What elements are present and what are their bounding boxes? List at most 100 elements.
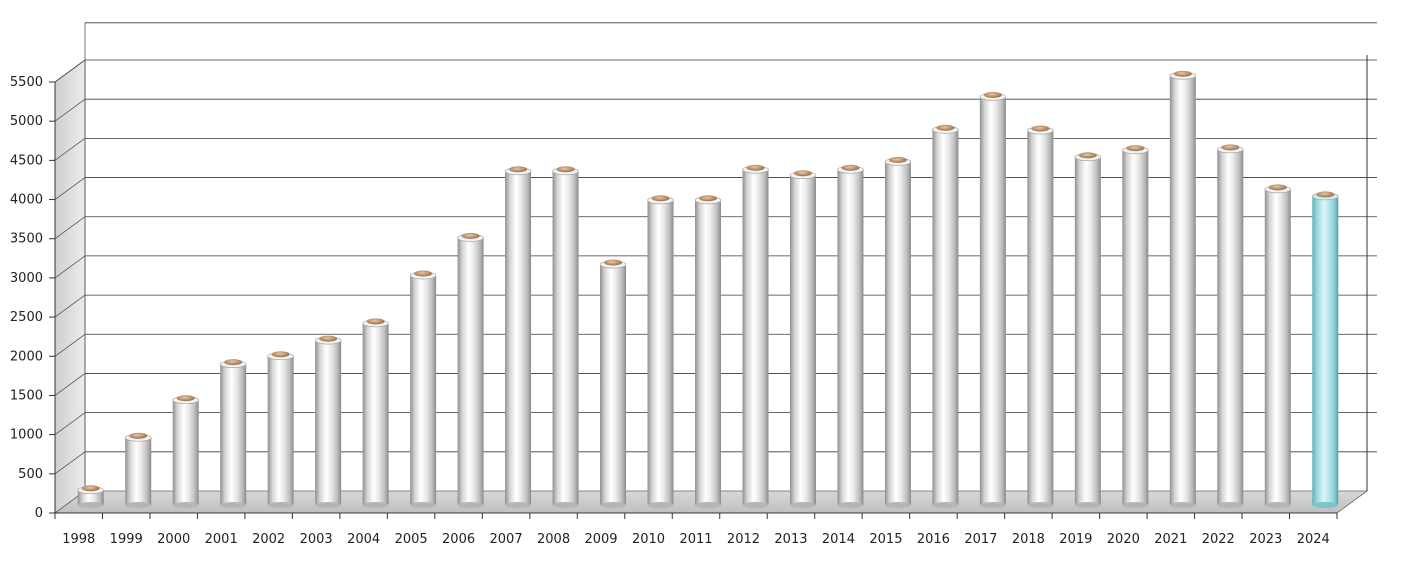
bar-base: [125, 502, 152, 508]
bar-cap: [888, 156, 907, 163]
y-tick-label: 5000: [10, 114, 43, 129]
x-tick-label: 2006: [442, 532, 475, 547]
bar: [457, 237, 484, 505]
bars: [77, 70, 1339, 508]
bar-base: [362, 502, 389, 508]
bar-cap: [509, 166, 528, 173]
bar-base: [220, 502, 247, 508]
bar: [1312, 196, 1339, 505]
x-tick-label: 2011: [679, 532, 712, 547]
bar-cap: [1031, 125, 1050, 132]
wall-gridline: [54, 294, 86, 318]
x-tick-label: 2021: [1154, 532, 1187, 547]
bar: [505, 171, 532, 505]
bar-cap: [461, 232, 480, 239]
bar-cap: [651, 195, 670, 202]
bar-base: [1169, 502, 1196, 508]
bar-cap: [1268, 184, 1287, 191]
bar: [932, 129, 959, 506]
x-tick-label: 2012: [727, 532, 760, 547]
x-tick-label: 2020: [1107, 532, 1140, 547]
x-tick-label: 2009: [584, 532, 617, 547]
x-tick-label: 2019: [1059, 532, 1092, 547]
bar-cap: [414, 270, 433, 277]
wall-gridline: [54, 412, 86, 435]
bar-cap: [699, 195, 717, 202]
bar: [1074, 157, 1101, 505]
bar-base: [1074, 502, 1101, 508]
bar: [220, 364, 247, 505]
bar-cap: [1078, 152, 1097, 159]
x-tick-label: 2015: [869, 532, 902, 547]
bar-base: [647, 502, 674, 508]
x-tick-label: 2018: [1012, 532, 1045, 547]
bar-base: [1264, 502, 1291, 508]
bar-base: [979, 502, 1006, 508]
x-tick-label: 2022: [1202, 532, 1235, 547]
y-tick-label: 2000: [10, 349, 43, 364]
x-tick-label: 2013: [774, 532, 807, 547]
bar-cap: [793, 170, 812, 177]
y-tick-label: 3500: [10, 232, 43, 247]
x-tick-label: 2023: [1249, 532, 1282, 547]
x-tick-label: 2002: [252, 532, 285, 547]
y-tick-label: 3000: [10, 271, 43, 286]
y-tick-label: 1000: [10, 428, 43, 443]
bar-base: [837, 502, 864, 508]
x-tick-label: 2014: [822, 532, 855, 547]
bar: [362, 323, 389, 505]
bar-cap: [176, 395, 195, 402]
wall-gridline: [54, 216, 86, 240]
wall-gridline: [54, 333, 86, 357]
bar-cap: [224, 359, 243, 366]
x-tick-label: 2017: [964, 532, 997, 547]
bar-cap: [1221, 144, 1240, 151]
bar: [742, 169, 769, 506]
bar: [1169, 75, 1196, 506]
wall-gridline: [54, 373, 86, 396]
bar-cap: [841, 164, 860, 171]
bar-base: [172, 502, 199, 508]
axis-labels: 0 500 1000 1500 2000 2500 3000 3500 4000 4500 5000…: [10, 75, 1330, 547]
x-tick-label: 2001: [205, 532, 238, 547]
y-tick-label: 0: [35, 506, 43, 521]
bar-base: [600, 502, 627, 508]
bar: [1027, 130, 1054, 505]
wall-gridline: [54, 255, 86, 279]
bar-base: [552, 502, 579, 508]
wall-gridline: [54, 59, 86, 83]
bar: [1217, 149, 1244, 505]
bar: [837, 169, 864, 506]
bar: [410, 275, 437, 505]
bar: [1122, 150, 1149, 505]
bar-cap: [746, 164, 765, 171]
bar-base: [932, 502, 959, 508]
bar-cap: [366, 318, 385, 325]
bar-base: [695, 502, 721, 508]
bar: [77, 490, 104, 505]
bar: [1264, 189, 1291, 505]
bar: [552, 171, 579, 505]
bar: [315, 340, 342, 505]
bar-base: [742, 502, 769, 508]
bar: [789, 175, 816, 505]
x-tick-label: 2004: [347, 532, 380, 547]
bar-cap: [81, 485, 100, 492]
y-tick-label: 4500: [10, 153, 43, 168]
x-tick-label: 2008: [537, 532, 570, 547]
bar-base: [267, 502, 294, 508]
x-tick-label: 1998: [62, 532, 95, 547]
bar-cap: [936, 124, 955, 131]
y-tick-label: 1500: [10, 388, 43, 403]
bar-base: [457, 502, 484, 508]
bar-cap: [556, 166, 575, 173]
wall-gridline: [54, 451, 86, 475]
wall-gridline: [54, 177, 86, 200]
x-tick-label: 2010: [632, 532, 665, 547]
y-tick-label: 4000: [10, 193, 43, 208]
bar-base: [410, 502, 437, 508]
bar: [600, 264, 627, 505]
bar: [979, 96, 1006, 506]
bar-base: [505, 502, 532, 508]
